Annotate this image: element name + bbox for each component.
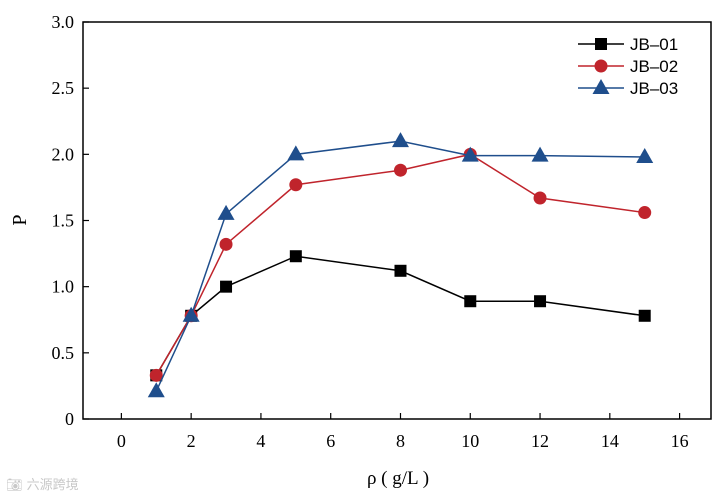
watermark-text: 六源跨境 (26, 478, 79, 493)
data-point (287, 145, 305, 161)
series-1 (150, 250, 651, 382)
plot-frame (82, 21, 712, 420)
data-point (289, 250, 302, 263)
y-tick-label: 3.0 (52, 12, 75, 32)
legend-marker (592, 79, 610, 94)
y-axis-label: P (9, 214, 31, 225)
legend-item: JB–02 (578, 57, 678, 76)
data-point (533, 191, 547, 205)
legend-marker (594, 59, 608, 73)
x-tick-label: 14 (601, 431, 619, 451)
data-point (461, 146, 479, 162)
data-point (147, 382, 165, 398)
legend-label: JB–02 (630, 57, 678, 76)
series-line (155, 153, 645, 376)
data-point (464, 295, 477, 308)
x-tick-label: 4 (256, 431, 265, 451)
legend-item: JB–01 (578, 35, 678, 54)
data-point (636, 147, 654, 163)
series-line (155, 140, 645, 392)
y-tick-label: 2.5 (52, 78, 75, 98)
data-point (217, 204, 235, 220)
y-tick-label: 0.5 (52, 343, 75, 363)
x-tick-label: 12 (531, 431, 549, 451)
x-tick-label: 2 (187, 431, 196, 451)
series-3 (147, 132, 654, 398)
y-tick-label: 0 (65, 409, 74, 429)
x-tick-label: 16 (671, 431, 689, 451)
legend-label: JB–01 (630, 35, 678, 54)
legend-item: JB–03 (578, 79, 678, 98)
x-axis-label: ρ ( g/L ) (367, 468, 429, 489)
watermark: 📷︎ 六源跨境 (6, 474, 79, 493)
legend-marker (595, 38, 607, 50)
y-tick-label: 2.0 (52, 144, 75, 164)
data-point (391, 132, 409, 148)
x-tick-label: 10 (461, 431, 479, 451)
data-point (393, 163, 407, 177)
data-point (638, 206, 652, 220)
y-tick-label: 1.5 (52, 211, 75, 231)
x-tick-label: 6 (326, 431, 335, 451)
data-point (220, 280, 233, 293)
data-point (149, 368, 163, 382)
data-point (182, 306, 200, 322)
data-point (531, 146, 549, 162)
x-tick-label: 0 (117, 431, 126, 451)
data-point (534, 295, 547, 308)
camera-icon: 📷︎ (6, 478, 23, 493)
data-point (638, 309, 651, 322)
y-tick-label: 1.0 (52, 277, 75, 297)
legend-label: JB–03 (630, 79, 678, 98)
x-tick-label: 8 (396, 431, 405, 451)
data-point (289, 178, 303, 192)
data-point (394, 264, 407, 277)
data-point (219, 237, 233, 251)
